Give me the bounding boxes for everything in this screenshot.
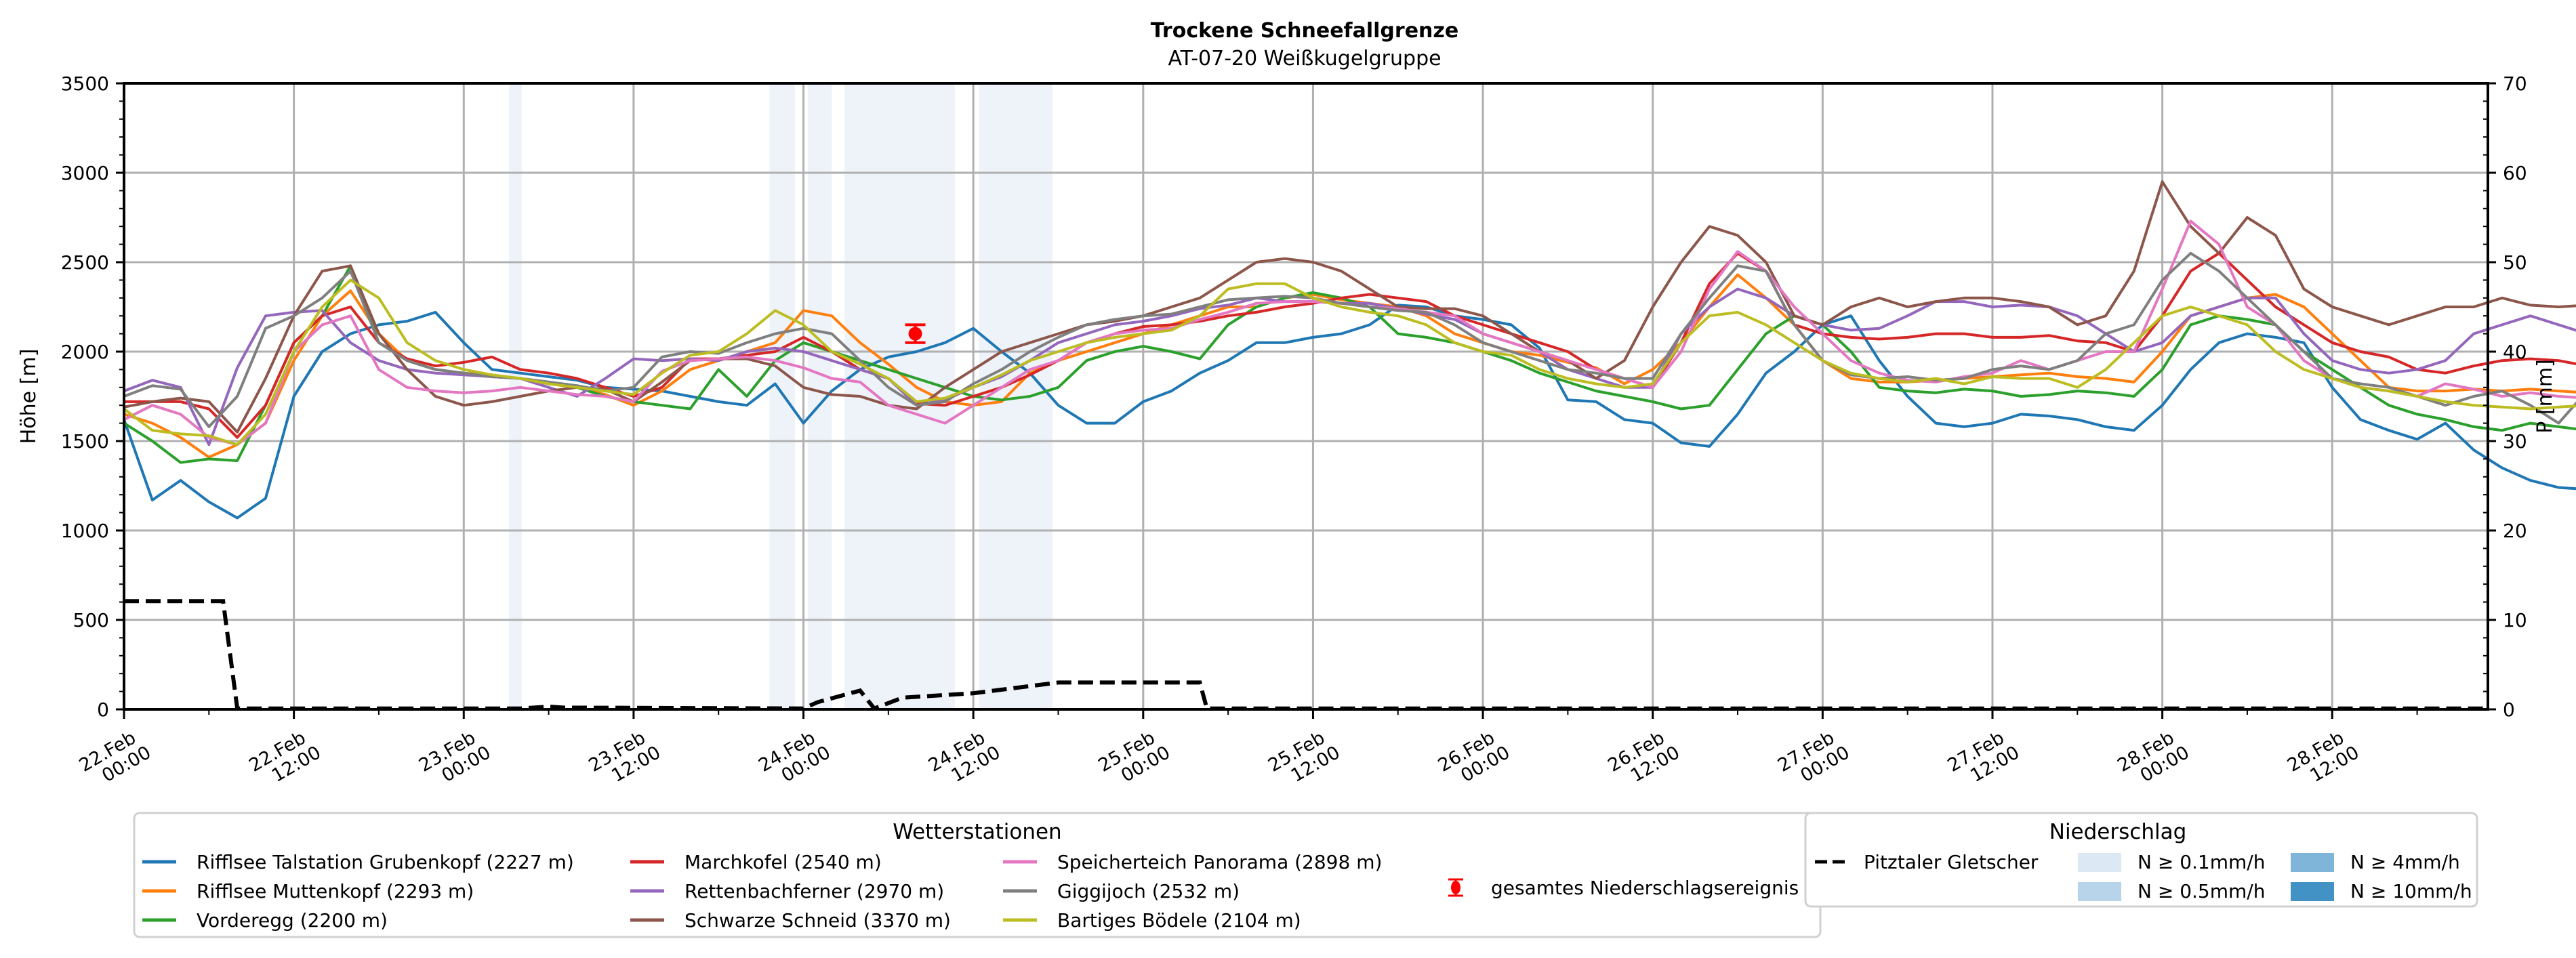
y2-tick-label: 60 — [2503, 162, 2527, 184]
legend-item: Rifflsee Muttenkopf (2293 m) — [142, 880, 474, 902]
legend-label: Bartiges Bödele (2104 m) — [1057, 909, 1301, 932]
y-tick-label: 2500 — [61, 251, 109, 274]
y-tick-label: 1500 — [61, 430, 109, 453]
x-tick-label: 28.Feb12:00 — [2284, 724, 2363, 793]
legend-label: Rifflsee Talstation Grubenkopf (2227 m) — [197, 851, 574, 873]
series-line-6 — [123, 220, 2576, 446]
legend-item: Rifflsee Talstation Grubenkopf (2227 m) — [142, 851, 574, 873]
legend-label: Rifflsee Muttenkopf (2293 m) — [197, 880, 474, 902]
x-tick-label: 25.Feb12:00 — [1265, 724, 1343, 793]
legend-stations: Wetterstationen Rifflsee Talstation Grub… — [133, 812, 1822, 938]
legend-item: Speicherteich Panorama (2898 m) — [1003, 851, 1382, 873]
legend-item: Giggijoch (2532 m) — [1003, 880, 1240, 902]
legend-event-label: gesamtes Niederschlagsereignis — [1491, 877, 1799, 899]
precip-legend-swatch — [2291, 882, 2334, 901]
series-line-8 — [123, 278, 2576, 446]
precip-band — [769, 83, 796, 709]
legend-item: Bartiges Bödele (2104 m) — [1003, 909, 1301, 932]
legend-label: Giggijoch (2532 m) — [1057, 880, 1240, 902]
precip-legend-item: N ≥ 10mm/h — [2291, 880, 2472, 902]
x-tick-label: 26.Feb12:00 — [1604, 724, 1683, 793]
series-line-0 — [123, 304, 2576, 520]
axes: 0 500 1000 1500 2000 2500 3000 3500 0 10 20 30 40 50 6… — [61, 72, 2527, 793]
x-tick-label: 24.Feb12:00 — [925, 724, 1004, 793]
plot-frame — [123, 82, 2489, 711]
x-tick-label: 22.Feb00:00 — [76, 724, 155, 793]
precip-legend-label: N ≥ 0.5mm/h — [2138, 880, 2265, 902]
x-tick-label: 24.Feb00:00 — [755, 724, 834, 793]
y-axis-label: Höhe [m] — [17, 349, 41, 444]
legend-item: Schwarze Schneid (3370 m) — [630, 909, 951, 932]
x-tick-label: 22.Feb12:00 — [245, 724, 324, 793]
series-line-2 — [123, 264, 2576, 464]
event-marker-icon — [1451, 881, 1460, 894]
y-tick-label: 3000 — [61, 162, 109, 184]
precip-legend-label: N ≥ 0.1mm/h — [2138, 851, 2265, 873]
precip-band — [979, 83, 1053, 709]
chart-subtitle: AT-07-20 Weißkugelgruppe — [1168, 47, 1441, 70]
series-line-5 — [123, 180, 2576, 434]
y-tick-label: 1000 — [61, 520, 109, 542]
precip-legend-label: N ≥ 4mm/h — [2350, 851, 2460, 873]
legend-pitztaler-label: Pitztaler Gletscher — [1864, 851, 2039, 873]
x-tick-label: 28.Feb00:00 — [2114, 724, 2192, 793]
x-tick-label: 27.Feb12:00 — [1944, 724, 2023, 793]
y2-tick-label: 10 — [2503, 609, 2527, 631]
precip-legend-item: N ≥ 0.5mm/h — [2078, 880, 2265, 902]
y2-tick-label: 50 — [2503, 251, 2527, 274]
pitztaler-gletscher-line — [124, 599, 2488, 711]
precip-legend-swatch — [2078, 853, 2121, 872]
precip-legend-item: N ≥ 4mm/h — [2291, 851, 2460, 873]
x-tick-label: 23.Feb00:00 — [415, 724, 494, 793]
event-point — [908, 327, 922, 341]
chart-title: Trockene Schneefallgrenze — [1151, 19, 1458, 43]
y2-tick-label: 30 — [2503, 430, 2527, 453]
precip-event-marker — [905, 323, 926, 344]
legend-label: Speicherteich Panorama (2898 m) — [1057, 851, 1382, 873]
x-tick-label: 27.Feb00:00 — [1774, 724, 1853, 793]
y2-tick-label: 20 — [2503, 520, 2527, 542]
precip-legend-swatch — [2291, 853, 2334, 872]
precip-legend-item: N ≥ 0.1mm/h — [2078, 851, 2265, 873]
legend-label: Marchkofel (2540 m) — [684, 851, 882, 873]
legend-precip: Niederschlag Pitztaler Gletscher N ≥ 0.1… — [1804, 812, 2478, 908]
legend-stations-title: Wetterstationen — [893, 820, 1061, 844]
x-tick-label: 25.Feb00:00 — [1095, 724, 1174, 793]
y-tick-label: 2000 — [61, 341, 109, 363]
legend-label: Vorderegg (2200 m) — [197, 909, 388, 932]
pitztaler-line — [124, 599, 2488, 711]
y2-tick-label: 40 — [2503, 341, 2527, 363]
x-tick-label: 23.Feb12:00 — [586, 724, 664, 793]
y2-tick-label: 0 — [2503, 699, 2515, 721]
precip-legend-swatch — [2078, 882, 2121, 901]
y-tick-label: 3500 — [61, 72, 109, 95]
legend-event-entry: gesamtes Niederschlagsereignis — [1448, 877, 1799, 899]
legend-item: Rettenbachferner (2970 m) — [630, 880, 944, 902]
precip-legend-label: N ≥ 10mm/h — [2350, 880, 2472, 902]
legend-item: Marchkofel (2540 m) — [630, 851, 882, 873]
y2-axis-label: P [mm] — [2533, 359, 2557, 433]
legend-label: Schwarze Schneid (3370 m) — [684, 909, 951, 932]
series-line-3 — [124, 251, 2576, 439]
legend-item: Vorderegg (2200 m) — [142, 909, 388, 932]
series-lines — [123, 180, 2576, 520]
legend-label: Rettenbachferner (2970 m) — [684, 880, 944, 902]
y2-tick-label: 70 — [2503, 72, 2527, 95]
y-tick-label: 0 — [97, 699, 109, 721]
x-tick-label: 26.Feb00:00 — [1435, 724, 1513, 793]
legend-precip-title: Niederschlag — [2049, 820, 2187, 844]
y-tick-label: 500 — [73, 609, 109, 631]
